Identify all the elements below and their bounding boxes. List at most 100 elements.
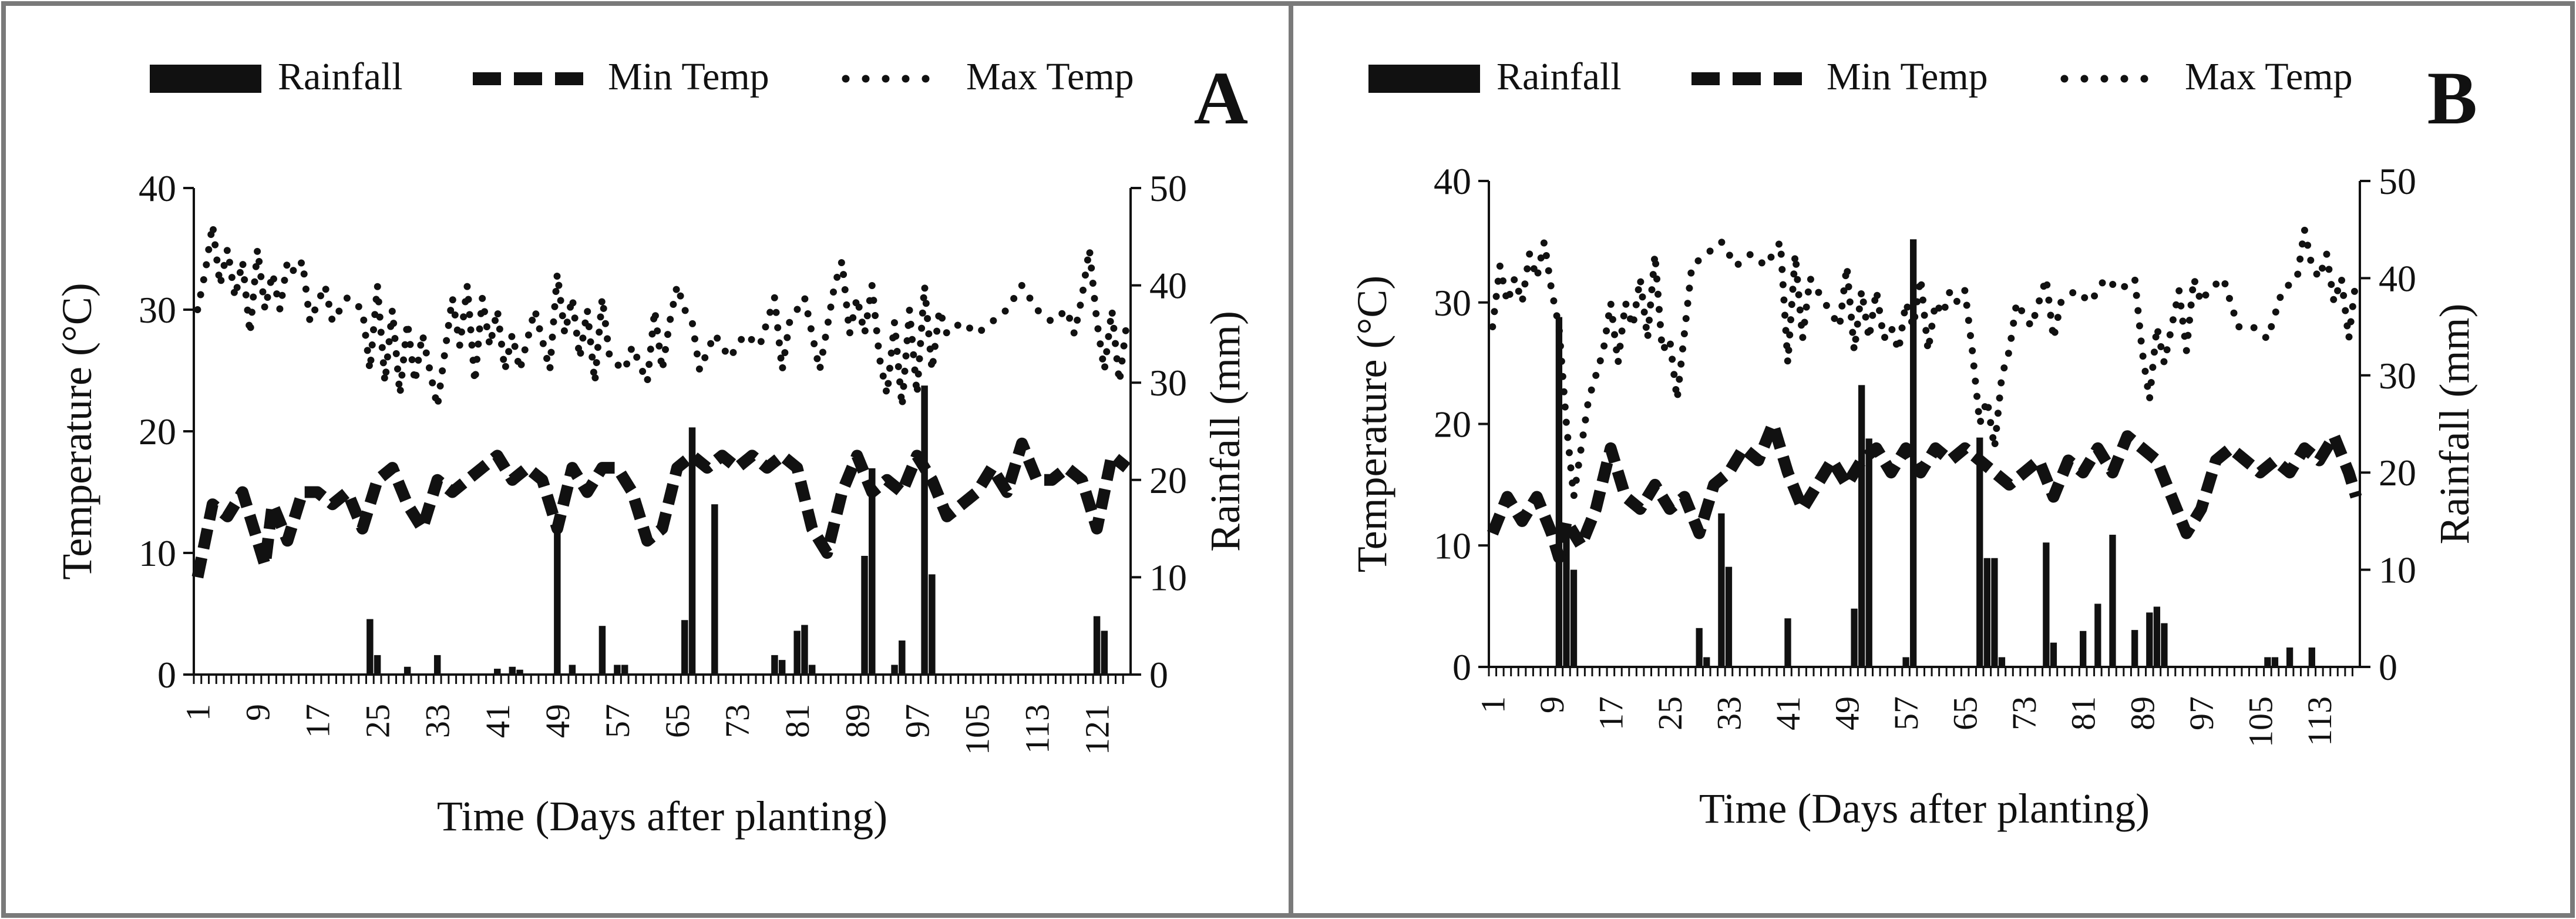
- rainfall-bar: [801, 625, 808, 675]
- rainfall-bar: [2161, 623, 2168, 667]
- x-tick-label: 73: [2005, 696, 2043, 730]
- x-axis-title: Time (Days after planting): [437, 793, 887, 840]
- right-y-tick-label: 50: [1149, 167, 1187, 209]
- x-axis-title: Time (Days after planting): [1699, 785, 2150, 832]
- right-y-tick-label: 30: [1149, 362, 1187, 404]
- rainfall-bar: [366, 619, 374, 675]
- min-temp-line: [191, 437, 1131, 579]
- left-y-tick-label: 20: [139, 411, 176, 452]
- x-tick-label: 81: [2064, 696, 2103, 730]
- x-tick-label: 41: [1769, 696, 1807, 730]
- legend-rainfall-swatch: [1368, 65, 1480, 93]
- x-tick-label: 105: [2241, 696, 2279, 747]
- rainfall-bar: [808, 665, 816, 675]
- x-tick-label: 57: [1887, 696, 1925, 730]
- rainfall-bar: [711, 504, 718, 675]
- rainfall-bar: [1725, 566, 1733, 667]
- rainfall-bar: [569, 665, 576, 675]
- rainfall-bar: [891, 665, 898, 675]
- x-tick-label: 9: [238, 704, 277, 721]
- x-tick-label: 89: [2123, 696, 2161, 730]
- rainfall-bar: [1858, 385, 1865, 667]
- rainfall-bar: [921, 385, 928, 675]
- rainfall-bar: [771, 655, 778, 675]
- x-tick-label: 25: [1651, 696, 1689, 730]
- rainfall-bar: [1976, 437, 1983, 667]
- rainfall-bar: [1851, 608, 1858, 667]
- left-y-tick-label: 10: [139, 532, 176, 574]
- left-y-tick-label: 30: [1434, 282, 1471, 324]
- rainfall-bar: [516, 669, 523, 675]
- left-y-tick-label: 0: [1452, 646, 1471, 688]
- x-tick-label: 81: [778, 704, 816, 738]
- rainfall-bar: [494, 669, 501, 675]
- legend-rainfall-swatch: [150, 65, 261, 93]
- rainfall-bar: [1784, 618, 1791, 667]
- panel-b-chart: 0 10 20 30 40 0 10 20 30 40 50 1 9 17 25 33 41 49 57 65 73 81…: [1348, 55, 2478, 832]
- max-temp-line: [194, 221, 1131, 411]
- x-tick-label: 9: [1533, 696, 1571, 713]
- x-tick-label: 17: [299, 704, 337, 738]
- right-y-tick-label: 50: [2379, 160, 2416, 202]
- rainfall-bar: [869, 468, 876, 675]
- right-y-tick-label: 40: [2379, 257, 2416, 299]
- rainfall-bar: [2264, 657, 2271, 667]
- rainfall-bar: [688, 427, 696, 675]
- legend-min-temp-label: Min Temp: [1827, 55, 1988, 98]
- x-tick-label: 73: [718, 704, 756, 738]
- rainfall-bar: [1101, 630, 1108, 675]
- left-y-axis-title: Temperature (°C): [53, 283, 100, 580]
- x-tick-label: 97: [898, 704, 936, 738]
- rainfall-bar: [2080, 630, 2087, 667]
- right-y-tick-label: 0: [1149, 654, 1168, 696]
- rainfall-bar: [2308, 647, 2315, 667]
- right-y-tick-label: 0: [2379, 646, 2397, 688]
- rainfall-bar: [433, 655, 441, 675]
- legend-max-temp-label: Max Temp: [2185, 55, 2353, 98]
- left-y-tick-label: 40: [1434, 160, 1471, 202]
- rainfall-bar: [1998, 657, 2006, 667]
- rainfall-bar: [793, 630, 801, 675]
- panel-a-chart: 0 10 20 30 40 0 10 20 30 40 50 1 9 17 25 33 41 49 57 65 73 81…: [53, 55, 1249, 840]
- rainfall-bar: [2131, 630, 2138, 667]
- x-tick-label: 89: [838, 704, 876, 738]
- rainfall-bar: [861, 555, 868, 675]
- x-tick-label: 25: [359, 704, 397, 738]
- rainfall-bar: [374, 655, 381, 675]
- left-y-tick-label: 30: [139, 289, 176, 331]
- rainfall-bar: [614, 665, 621, 675]
- right-y-tick-label: 10: [2379, 549, 2416, 591]
- x-tick-label: 49: [1828, 696, 1867, 730]
- rainfall-bar: [1696, 628, 1703, 667]
- rainfall-bar: [554, 524, 561, 675]
- x-tick-label: 121: [1078, 704, 1117, 755]
- rainfall-bar: [681, 620, 688, 675]
- left-y-tick-label: 40: [139, 167, 176, 209]
- rainfall-bar: [2153, 606, 2161, 667]
- rainfall-bar: [899, 640, 906, 675]
- x-tick-label: 113: [1018, 704, 1057, 754]
- rainfall-bar: [1093, 616, 1101, 675]
- panel-letter: B: [2427, 56, 2477, 140]
- legend-max-temp-label: Max Temp: [966, 55, 1134, 98]
- rainfall-bar: [2286, 647, 2293, 667]
- rainfall-bar: [929, 574, 936, 675]
- right-y-tick-label: 20: [1149, 460, 1187, 501]
- left-y-tick-label: 20: [1434, 404, 1471, 445]
- x-tick-label: 33: [419, 704, 457, 738]
- rainfall-bar: [1555, 317, 1563, 667]
- rainfall-bar: [2050, 642, 2057, 667]
- right-y-tick-label: 40: [1149, 265, 1187, 307]
- left-y-tick-label: 10: [1434, 525, 1471, 566]
- right-y-tick-label: 30: [2379, 355, 2416, 397]
- rainfall-bar: [598, 626, 606, 675]
- x-tick-label: 65: [1946, 696, 1985, 730]
- max-temp-line: [1489, 226, 2360, 501]
- min-temp-line: [1487, 418, 2362, 564]
- x-tick-label: 65: [658, 704, 697, 738]
- left-y-tick-label: 0: [157, 654, 176, 696]
- rainfall-bar: [403, 666, 411, 675]
- right-y-tick-label: 20: [2379, 452, 2416, 494]
